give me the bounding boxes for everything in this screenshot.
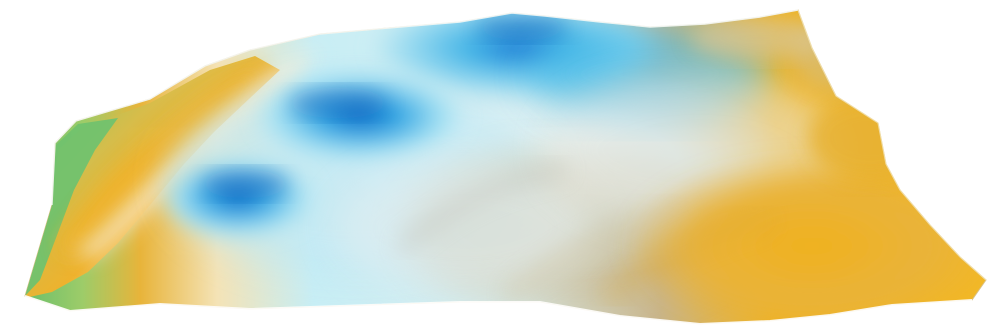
- blue-peak-left: [160, 158, 316, 238]
- gold-region-right: [622, 154, 986, 324]
- green-edge-region: [25, 118, 118, 296]
- yellow-ridge-left: [58, 66, 266, 258]
